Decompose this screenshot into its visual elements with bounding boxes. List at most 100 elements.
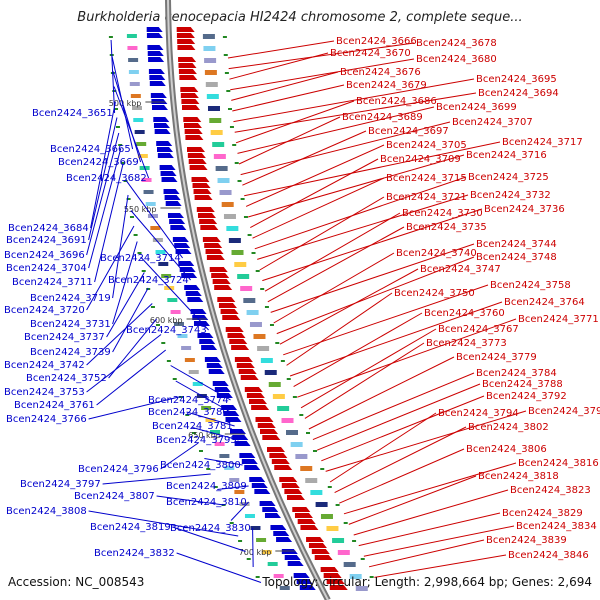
cog-feature [253, 334, 266, 339]
cog-feature [228, 238, 241, 243]
cog-feature [188, 370, 199, 374]
cog-feature [272, 394, 285, 399]
plus-strand-gene [176, 27, 195, 32]
feature-marker [118, 144, 123, 146]
label-connector [88, 148, 122, 269]
gene-label-left: Bcen2424_3766 [6, 414, 87, 425]
label-connector [176, 552, 262, 583]
gene-label-right: Bcen2424_3806 [466, 444, 547, 455]
plus-strand-gene [181, 99, 200, 104]
minus-strand-gene [151, 105, 168, 110]
feature-marker [166, 360, 171, 362]
cog-feature [219, 454, 230, 458]
plus-strand-gene [178, 69, 197, 74]
label-connector [172, 526, 246, 552]
cog-feature [131, 106, 142, 110]
cog-feature [281, 418, 294, 423]
map-title: Burkholderia cenocepacia HI2424 chromoso… [77, 10, 523, 25]
label-connector [316, 383, 481, 451]
cog-feature [205, 418, 216, 422]
plus-strand-gene [257, 423, 276, 428]
minus-strand-gene [150, 93, 167, 98]
minus-strand-gene [287, 561, 304, 566]
plus-strand-gene [229, 339, 248, 344]
cog-feature [337, 550, 350, 555]
minus-strand-gene [234, 441, 251, 446]
label-connector [308, 356, 455, 430]
gene-label-right: Bcen2424_3794 [438, 408, 519, 419]
feature-marker [292, 396, 297, 398]
plus-strand-gene [231, 345, 250, 350]
cog-feature [315, 502, 328, 507]
plus-strand-gene [217, 297, 236, 302]
cog-feature [177, 334, 188, 338]
plus-strand-gene [323, 573, 342, 578]
label-connector [234, 92, 477, 133]
gene-label-left: Bcen2424_3832 [94, 548, 175, 559]
cog-feature [279, 586, 290, 590]
label-connector [227, 40, 335, 59]
gene-label-right: Bcen2424_3764 [504, 297, 585, 308]
gene-label-right: Bcen2424_3802 [468, 422, 549, 433]
feature-marker [112, 90, 117, 92]
label-connector [232, 84, 345, 112]
gene-label-left: Bcen2424_3665 [50, 144, 131, 155]
gene-label-left: Bcen2424_3752 [26, 373, 107, 384]
cog-feature [161, 274, 172, 278]
gene-label-left: Bcen2424_3724 [108, 275, 189, 286]
cog-feature [300, 466, 313, 471]
feature-marker [223, 54, 228, 56]
label-connector [254, 176, 467, 250]
gene-label-left: Bcen2424_3684 [8, 223, 89, 234]
minus-strand-gene [199, 339, 216, 344]
scale-label: 700 kbp [239, 548, 272, 557]
left-labels: Bcen2424_3651 Bcen2424_3665 Bcen2424_3669 B… [4, 39, 262, 583]
gene-label-right: Bcen2424_3823 [510, 485, 591, 496]
gene-label-left: Bcen2424_3781 [152, 421, 233, 432]
gene-label-right: Bcen2424_3771 [518, 314, 599, 325]
minus-strand-gene [167, 213, 184, 218]
feature-marker [234, 162, 239, 164]
label-connector [186, 411, 235, 427]
minus-strand-gene [299, 585, 316, 590]
feature-marker [108, 36, 113, 38]
cog-feature [129, 82, 140, 86]
feature-marker [343, 522, 348, 524]
plus-strand-gene [199, 219, 218, 224]
gene-label-left: Bcen2424_3739 [30, 347, 111, 358]
label-connector [217, 485, 249, 490]
cog-feature [167, 298, 178, 302]
plus-strand-gene [297, 519, 316, 524]
gene-label-right: Bcen2424_3709 [380, 154, 461, 165]
gene-label-right: Bcen2424_3697 [368, 126, 449, 137]
gene-label-right: Bcen2424_3678 [416, 38, 497, 49]
gene-label-left: Bcen2424_3761 [14, 400, 95, 411]
plus-strand-gene [244, 387, 263, 392]
minus-strand-gene [239, 453, 256, 458]
gene-label-left: Bcen2424_3714 [100, 253, 181, 264]
label-connector [106, 272, 145, 338]
gene-label-right: Bcen2424_3767 [438, 324, 519, 335]
gene-label-left: Bcen2424_3819 [90, 522, 171, 533]
minus-strand-gene [147, 45, 164, 50]
plus-strand-gene [274, 465, 293, 470]
minus-strand-gene [172, 237, 189, 242]
cog-feature [257, 346, 270, 351]
minus-strand-gene [157, 153, 174, 158]
right-labels: Bcen2424_3666 Bcen2424_3678 Bcen2424_3670 B… [227, 36, 600, 578]
label-connector [160, 442, 199, 470]
gene-label-left: Bcen2424_3719 [30, 293, 111, 304]
plus-strand-gene [279, 477, 298, 482]
plus-strand-gene [292, 507, 311, 512]
label-connector [329, 412, 437, 483]
plus-strand-gene [314, 555, 333, 560]
label-connector [304, 342, 425, 419]
minus-strand-gene [225, 417, 242, 422]
label-connector [312, 372, 475, 441]
cog-feature [244, 514, 255, 518]
feature-marker [226, 90, 231, 92]
cog-feature [137, 154, 148, 158]
plus-strand-gene [187, 147, 206, 152]
feature-marker [155, 324, 160, 326]
label-connector [238, 116, 341, 165]
